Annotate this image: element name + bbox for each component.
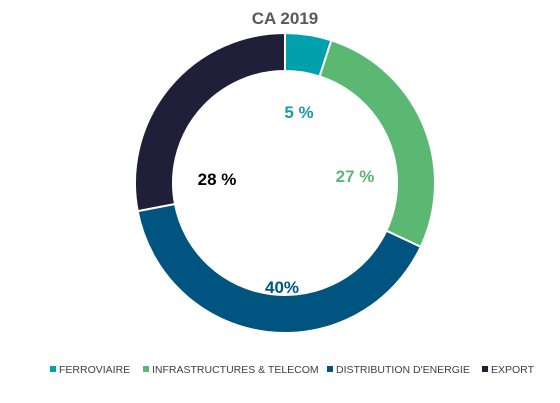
legend-swatch-3: [327, 366, 333, 372]
data-label-2: 27 %: [336, 167, 375, 186]
legend-swatch-1: [50, 366, 56, 372]
legend-label-3: DISTRIBUTION D'ENERGIE: [336, 364, 470, 376]
data-label-1: 5 %: [284, 103, 313, 122]
data-label-4: 28 %: [198, 170, 237, 189]
legend-label-1: FERROVIAIRE: [59, 364, 130, 376]
donut-slices: [134, 31, 436, 334]
legend-swatch-2: [143, 366, 149, 372]
legend: FERROVIAIRE INFRASTRUCTURES & TELECOM DIST…: [50, 364, 535, 376]
legend-swatch-4: [482, 366, 488, 372]
slice-infrastructures-telecom: [318, 39, 436, 249]
data-label-3: 40%: [265, 278, 299, 297]
data-labels: 5 % 27 % 40% 28 %: [198, 103, 375, 297]
slice-export: [134, 31, 286, 213]
slice-distribution-d-energie: [136, 202, 423, 334]
legend-label-4: EXPORT: [491, 364, 535, 376]
legend-label-2: INFRASTRUCTURES & TELECOM: [152, 364, 319, 376]
chart-title: CA 2019: [252, 9, 318, 28]
